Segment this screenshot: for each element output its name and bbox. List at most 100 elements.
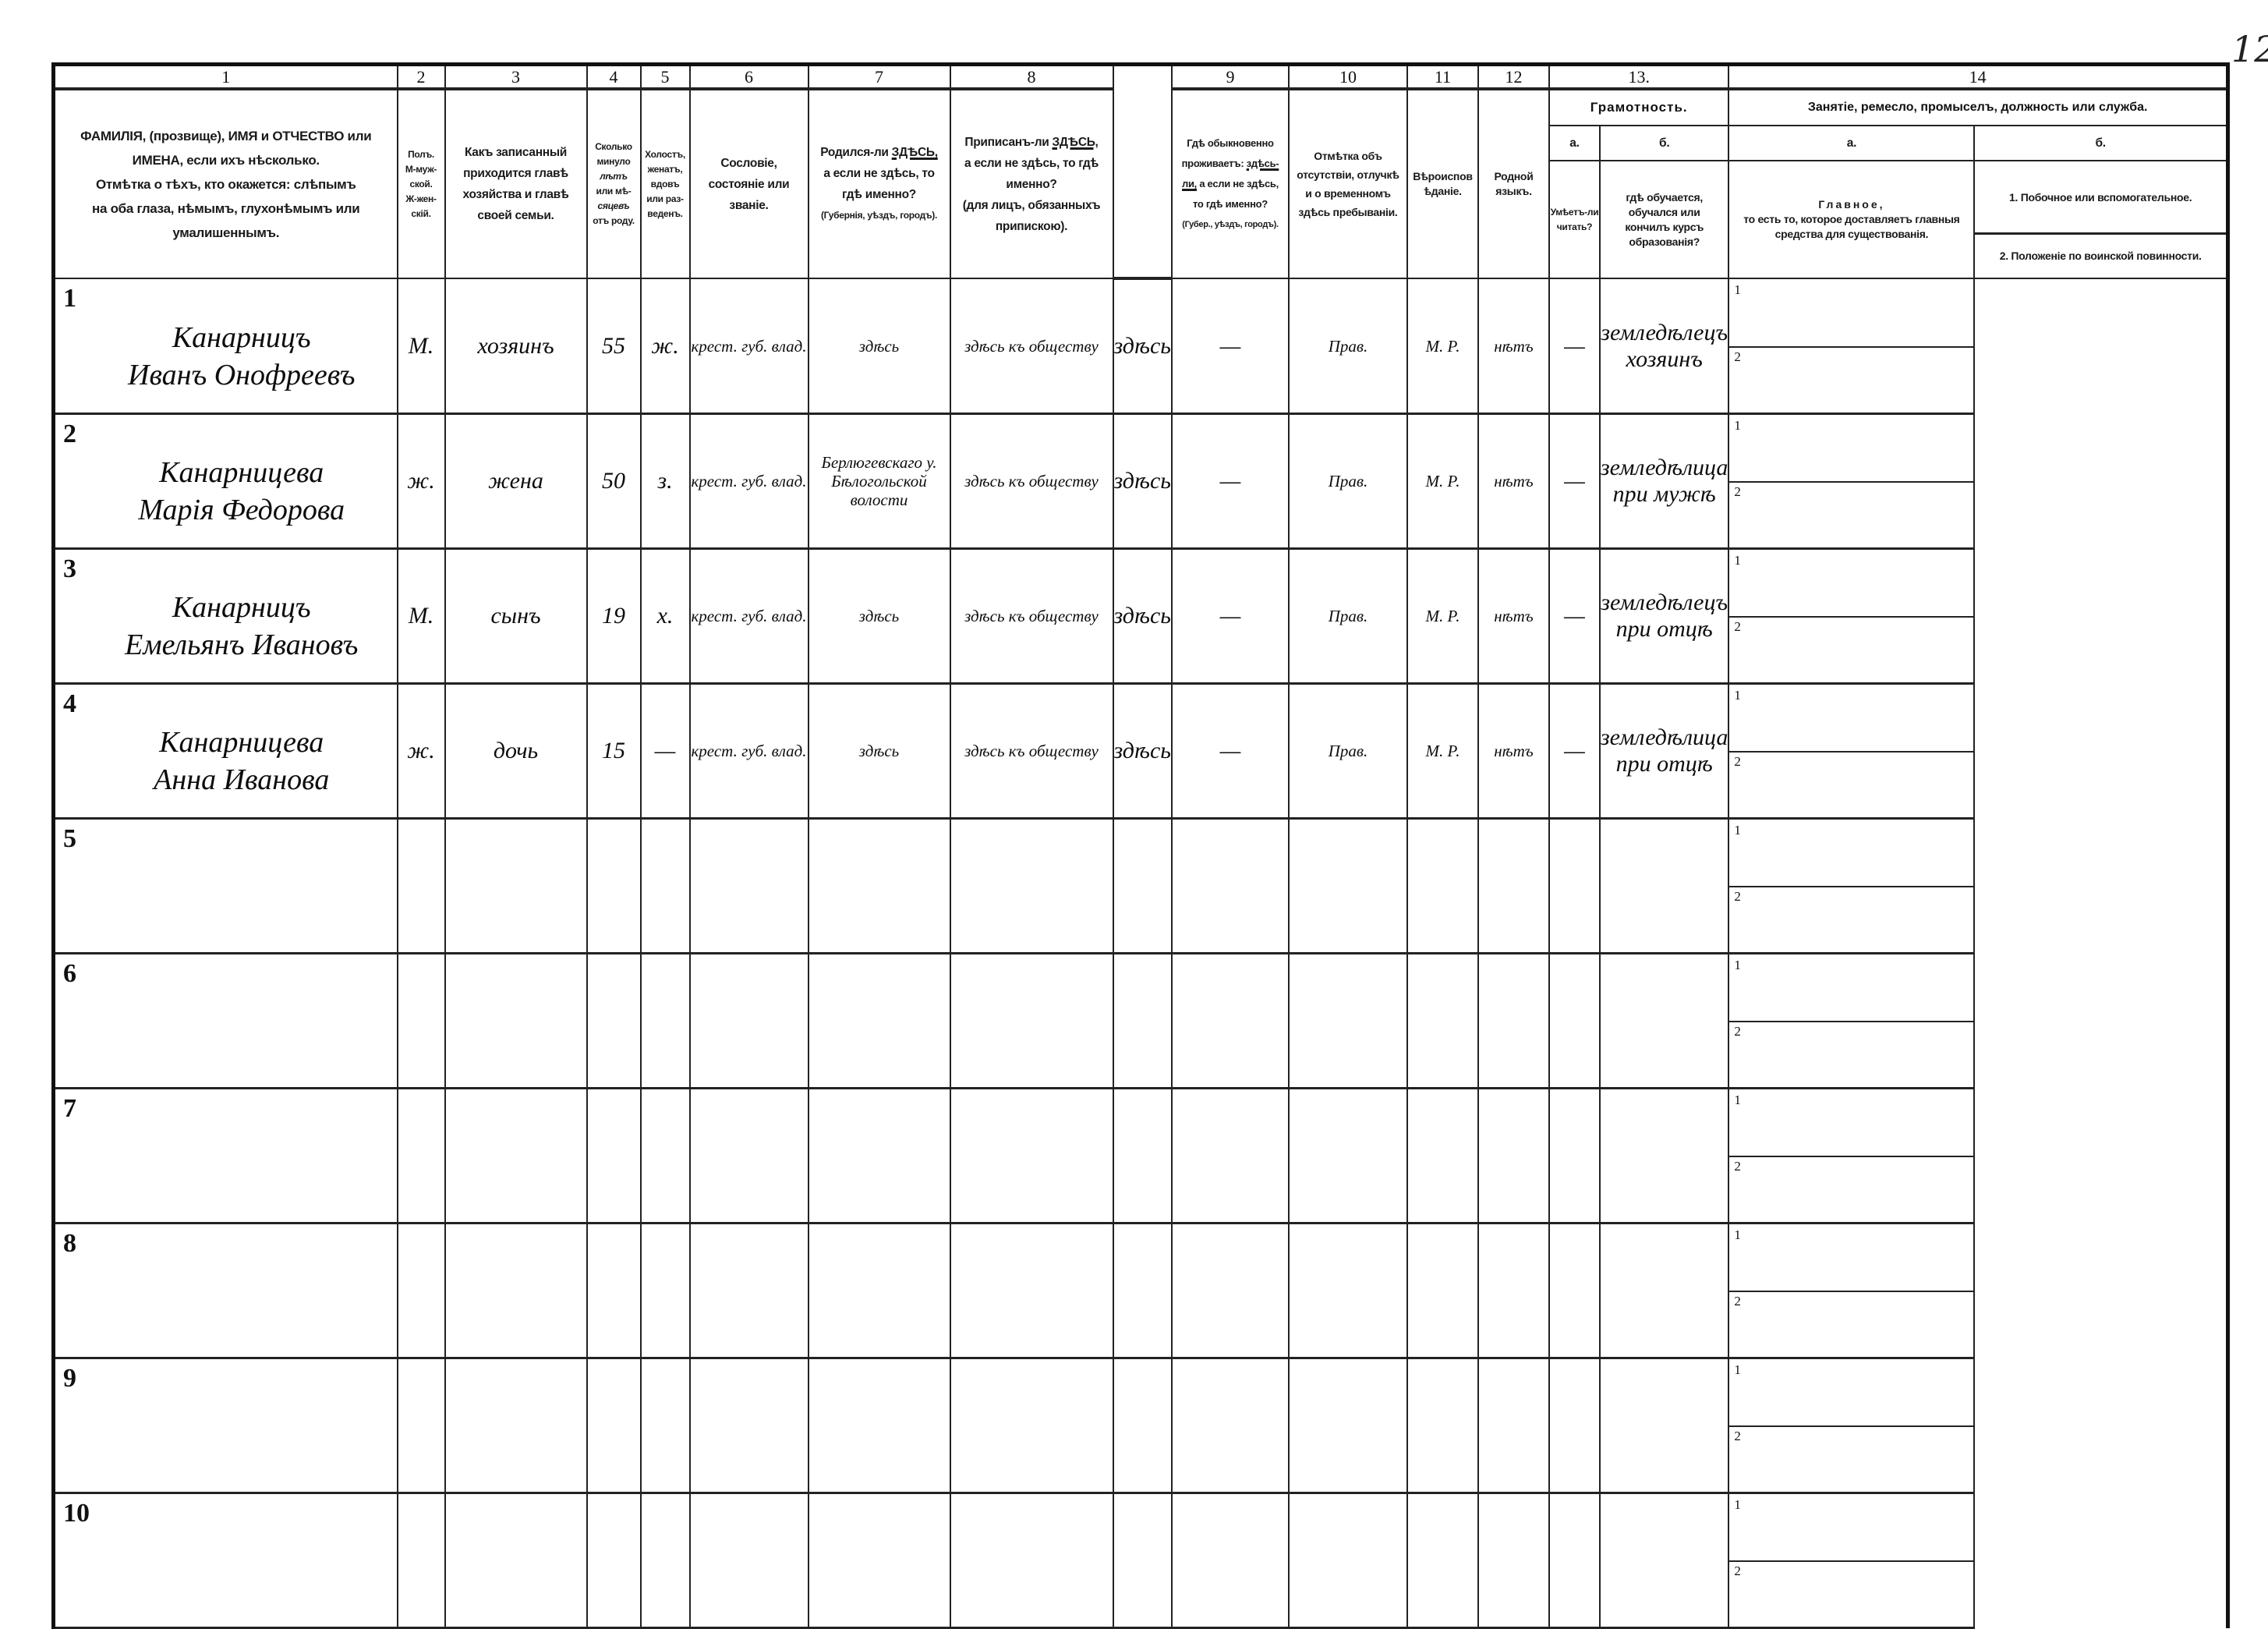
estate-cell xyxy=(688,1222,809,1359)
name-cell: 9 xyxy=(52,1357,398,1494)
secondary-occupation-slot: 1 xyxy=(1730,1090,1973,1157)
header-line: на оба глаза, нѣмымъ, глухонѣмымъ или xyxy=(92,200,360,216)
age-cell xyxy=(586,1222,642,1359)
religion-cell: Прав. xyxy=(1287,547,1408,685)
relation-cell: сынъ xyxy=(444,547,588,685)
marital-cell-text: ж. xyxy=(651,332,679,359)
header-education: гдѣ обучается, обучался или кончилъ курс… xyxy=(1598,160,1730,279)
birthplace-cell-text: здѣсь xyxy=(858,607,900,625)
religion-cell xyxy=(1287,817,1408,954)
education-cell xyxy=(1548,1222,1601,1359)
sex-cell xyxy=(396,817,446,954)
age-cell: 55 xyxy=(586,278,642,415)
residence-cell xyxy=(1112,1492,1173,1629)
marital-cell xyxy=(639,1087,691,1224)
slot-label: 2 xyxy=(1734,1159,1741,1174)
religion-cell-text: Прав. xyxy=(1328,472,1368,490)
religion-cell xyxy=(1287,1357,1408,1494)
language-cell xyxy=(1406,1087,1479,1224)
marital-cell: — xyxy=(639,682,691,820)
col-num: 7 xyxy=(807,63,951,90)
secondary-occupation-slot: 1 xyxy=(1730,1360,1973,1427)
language-cell-text: М. Р. xyxy=(1425,472,1460,490)
relation-cell: жена xyxy=(444,413,588,550)
secondary-cell: 1 2 xyxy=(1728,1222,1976,1359)
absence-cell: — xyxy=(1170,278,1290,415)
religion-cell-text: Прав. xyxy=(1328,607,1368,625)
age-cell xyxy=(586,817,642,954)
education-cell-text: — xyxy=(1564,468,1585,494)
sex-cell xyxy=(396,1357,446,1494)
header-line: Сколько xyxy=(595,141,632,152)
row-number: 8 xyxy=(63,1229,76,1258)
registration-cell: здѣсь къ обществу xyxy=(949,682,1114,820)
registration-cell xyxy=(949,817,1114,954)
education-cell-text: — xyxy=(1564,332,1585,359)
secondary-occupation-slot: 1 xyxy=(1730,685,1973,753)
header-line: Холостъ, xyxy=(645,148,685,160)
education-cell: — xyxy=(1548,278,1601,415)
header-line: вдовъ xyxy=(650,178,680,189)
header-line: или мѣ- xyxy=(596,186,632,197)
registration-cell xyxy=(949,952,1114,1089)
secondary-occupation-slot: 1 xyxy=(1730,416,1973,483)
row-number: 1 xyxy=(63,284,76,313)
given-name-patronymic: Анна Иванова xyxy=(154,763,330,796)
slot-label: 2 xyxy=(1734,1563,1741,1578)
literacy-cell: нѣтъ xyxy=(1477,682,1550,820)
occupation-cell xyxy=(1598,1492,1730,1629)
military-status-slot: 2 xyxy=(1730,1021,1973,1086)
estate-cell-text: крест. губ. влад. xyxy=(691,336,807,356)
secondary-cell: 1 2 xyxy=(1728,682,1976,820)
census-form-table: 1 2 3 4 5 6 7 8 9 10 11 12 13. 14 ФАМИЛІ… xyxy=(51,62,2230,1629)
slot-label: 2 xyxy=(1734,484,1741,499)
military-status-slot: 2 xyxy=(1730,1425,1973,1491)
literacy-cell xyxy=(1477,1357,1550,1494)
occupation-cell xyxy=(1598,1357,1730,1494)
header-line: минуло xyxy=(596,156,631,167)
secondary-occupation-slot: 1 xyxy=(1730,1225,1973,1292)
age-cell-text: 50 xyxy=(602,468,625,494)
person-name xyxy=(55,1550,396,1571)
header-line: лѣтъ xyxy=(600,171,628,182)
religion-cell xyxy=(1287,1087,1408,1224)
birthplace-cell xyxy=(807,1357,951,1494)
person-name: Канарницева Анна Иванова xyxy=(55,703,396,799)
occupation-cell-text: земледѣлецъ при отцѣ xyxy=(1601,590,1728,642)
surname: Канарницева xyxy=(159,456,324,489)
registration-cell-text: здѣсь къ обществу xyxy=(964,607,1099,625)
secondary-cell: 1 2 xyxy=(1728,1087,1976,1224)
religion-cell-text: Прав. xyxy=(1328,742,1368,760)
residence-cell: здѣсь xyxy=(1112,547,1173,685)
literacy-cell-text: нѣтъ xyxy=(1494,336,1534,356)
given-name-patronymic: Марія Федорова xyxy=(138,494,345,526)
person-row: 5 1 2 xyxy=(52,817,2228,954)
military-status-slot: 2 xyxy=(1730,886,1973,951)
military-status-slot: 2 xyxy=(1730,481,1973,547)
slot-label: 1 xyxy=(1734,823,1741,838)
col-num: 4 xyxy=(586,63,642,90)
col-num: 6 xyxy=(688,63,809,90)
estate-cell xyxy=(688,1087,809,1224)
surname: Канарницева xyxy=(159,726,324,759)
header-line: умалишеннымъ. xyxy=(172,225,280,240)
residence-cell-text: здѣсь xyxy=(1113,468,1171,494)
name-cell: 8 xyxy=(52,1222,398,1359)
header-text: Главное, xyxy=(1818,198,1885,211)
header-text: а если не здѣсь, то гдѣ именно? xyxy=(964,156,1099,191)
language-cell xyxy=(1406,952,1479,1089)
name-cell: 4 Канарницева Анна Иванова xyxy=(52,682,398,820)
person-name: Канарницева Марія Федорова xyxy=(55,434,396,529)
residence-cell-text: здѣсь xyxy=(1113,333,1171,359)
estate-cell: крест. губ. влад. xyxy=(688,278,809,415)
birthplace-cell: здѣсь xyxy=(807,547,951,685)
literacy-cell: нѣтъ xyxy=(1477,547,1550,685)
residence-cell: здѣсь xyxy=(1112,278,1173,415)
relation-cell-text: хозяинъ xyxy=(477,332,554,359)
name-cell: 2 Канарницева Марія Федорова xyxy=(52,413,398,550)
birthplace-cell-text: здѣсь xyxy=(858,742,900,760)
absence-cell-text: — xyxy=(1219,332,1241,359)
education-cell-text: — xyxy=(1564,738,1585,763)
age-cell-text: 15 xyxy=(602,738,625,763)
birthplace-cell xyxy=(807,1087,951,1224)
